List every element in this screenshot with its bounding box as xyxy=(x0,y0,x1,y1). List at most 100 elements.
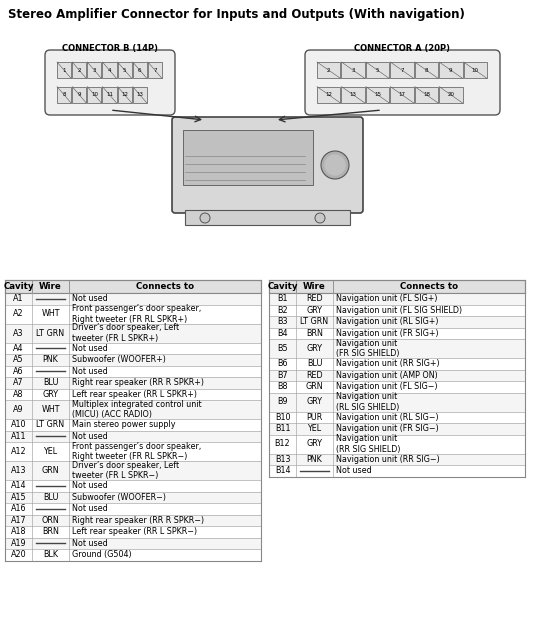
Text: A9: A9 xyxy=(13,405,24,414)
Bar xyxy=(269,435,525,454)
Text: A11: A11 xyxy=(11,432,26,441)
Text: Left rear speaker (RR L SPKR+): Left rear speaker (RR L SPKR+) xyxy=(72,390,197,399)
Bar xyxy=(269,465,525,477)
Text: WHT: WHT xyxy=(41,405,60,414)
Text: 12: 12 xyxy=(325,92,332,97)
Bar xyxy=(269,280,525,293)
Text: 17: 17 xyxy=(399,92,405,97)
Text: A16: A16 xyxy=(11,504,26,513)
Text: PUR: PUR xyxy=(306,413,323,422)
Text: Navigation unit (FR SIG−): Navigation unit (FR SIG−) xyxy=(336,424,439,433)
Text: 6: 6 xyxy=(138,68,141,73)
Text: 8: 8 xyxy=(62,92,66,97)
Text: Cavity: Cavity xyxy=(267,282,298,291)
Text: B8: B8 xyxy=(277,382,288,391)
Bar xyxy=(415,86,438,103)
Bar xyxy=(439,62,463,78)
Text: BRN: BRN xyxy=(306,329,323,338)
Text: Navigation unit (FL SIG+): Navigation unit (FL SIG+) xyxy=(336,294,437,303)
Bar xyxy=(5,293,261,305)
Text: Wire: Wire xyxy=(39,282,62,291)
Text: Driver’s door speaker, Left
tweeter (FR L SPKR−): Driver’s door speaker, Left tweeter (FR … xyxy=(72,461,179,480)
Bar xyxy=(133,86,147,103)
Text: 1: 1 xyxy=(62,68,66,73)
Bar xyxy=(439,86,463,103)
FancyBboxPatch shape xyxy=(305,50,500,115)
Text: A6: A6 xyxy=(13,367,24,376)
Text: Connects to: Connects to xyxy=(400,282,458,291)
Bar xyxy=(102,86,117,103)
Text: A10: A10 xyxy=(11,420,26,429)
Text: 10: 10 xyxy=(472,68,479,73)
Bar xyxy=(5,492,261,503)
Text: LT GRN: LT GRN xyxy=(36,420,64,429)
Bar xyxy=(5,305,261,323)
Bar xyxy=(5,461,261,480)
Text: Wire: Wire xyxy=(303,282,326,291)
Bar xyxy=(133,62,147,78)
Text: BLU: BLU xyxy=(43,493,58,502)
Text: GRY: GRY xyxy=(42,390,58,399)
Text: ORN: ORN xyxy=(42,516,59,525)
Bar xyxy=(5,323,261,342)
Text: PNK: PNK xyxy=(307,455,322,464)
Text: GRN: GRN xyxy=(42,466,59,475)
Text: Front passenger’s door speaker,
Right tweeter (FR RL SPKR+): Front passenger’s door speaker, Right tw… xyxy=(72,304,201,324)
Text: Driver’s door speaker, Left
tweeter (FR L SPKR+): Driver’s door speaker, Left tweeter (FR … xyxy=(72,323,179,342)
Text: 13: 13 xyxy=(136,92,144,97)
Text: 3: 3 xyxy=(351,68,355,73)
Text: Navigation unit (RR SIG+): Navigation unit (RR SIG+) xyxy=(336,359,439,368)
Text: YEL: YEL xyxy=(43,447,58,456)
Text: Navigation unit
(RL SIG SHIELD): Navigation unit (RL SIG SHIELD) xyxy=(336,392,399,412)
Text: Right rear speaker (RR R SPKR+): Right rear speaker (RR R SPKR+) xyxy=(72,378,204,387)
Text: A3: A3 xyxy=(13,328,24,337)
Text: Navigation unit (FL SIG SHIELD): Navigation unit (FL SIG SHIELD) xyxy=(336,306,462,315)
Circle shape xyxy=(325,155,345,175)
Text: 9: 9 xyxy=(78,92,81,97)
Bar xyxy=(366,86,389,103)
Text: B12: B12 xyxy=(274,440,290,449)
Bar xyxy=(5,526,261,538)
Text: 18: 18 xyxy=(423,92,430,97)
Text: B1: B1 xyxy=(277,294,288,303)
Text: Not used: Not used xyxy=(72,539,108,548)
Bar xyxy=(269,305,525,316)
Bar xyxy=(5,431,261,442)
Bar xyxy=(5,419,261,431)
Text: Not used: Not used xyxy=(72,432,108,441)
Bar xyxy=(183,130,313,185)
Text: 13: 13 xyxy=(350,92,356,97)
Text: A1: A1 xyxy=(13,294,24,303)
Text: Not used: Not used xyxy=(72,344,108,353)
Text: B2: B2 xyxy=(277,306,288,315)
Bar xyxy=(5,365,261,377)
Bar xyxy=(317,86,340,103)
Bar xyxy=(57,62,71,78)
Text: Not used: Not used xyxy=(72,481,108,490)
Text: CONNECTOR B (14P): CONNECTOR B (14P) xyxy=(62,44,158,53)
Text: 5: 5 xyxy=(376,68,380,73)
Text: B7: B7 xyxy=(277,371,288,380)
Bar xyxy=(342,62,365,78)
Text: 10: 10 xyxy=(91,92,98,97)
Text: 12: 12 xyxy=(121,92,128,97)
Text: BLU: BLU xyxy=(43,378,58,387)
Text: A13: A13 xyxy=(11,466,26,475)
Bar xyxy=(5,538,261,549)
FancyBboxPatch shape xyxy=(172,117,363,213)
Text: Cavity: Cavity xyxy=(3,282,34,291)
Text: LT GRN: LT GRN xyxy=(36,328,64,337)
Bar xyxy=(269,328,525,339)
Text: BRN: BRN xyxy=(42,527,59,536)
Bar xyxy=(5,354,261,365)
Text: LT GRN: LT GRN xyxy=(300,317,328,326)
Circle shape xyxy=(200,213,210,223)
Text: B13: B13 xyxy=(275,455,290,464)
Bar xyxy=(5,549,261,561)
Text: A4: A4 xyxy=(13,344,24,353)
Text: Navigation unit (FL SIG−): Navigation unit (FL SIG−) xyxy=(336,382,438,391)
Text: A18: A18 xyxy=(11,527,26,536)
Text: Navigation unit (RL SIG+): Navigation unit (RL SIG+) xyxy=(336,317,438,326)
Text: Connects to: Connects to xyxy=(136,282,194,291)
Bar xyxy=(5,400,261,419)
